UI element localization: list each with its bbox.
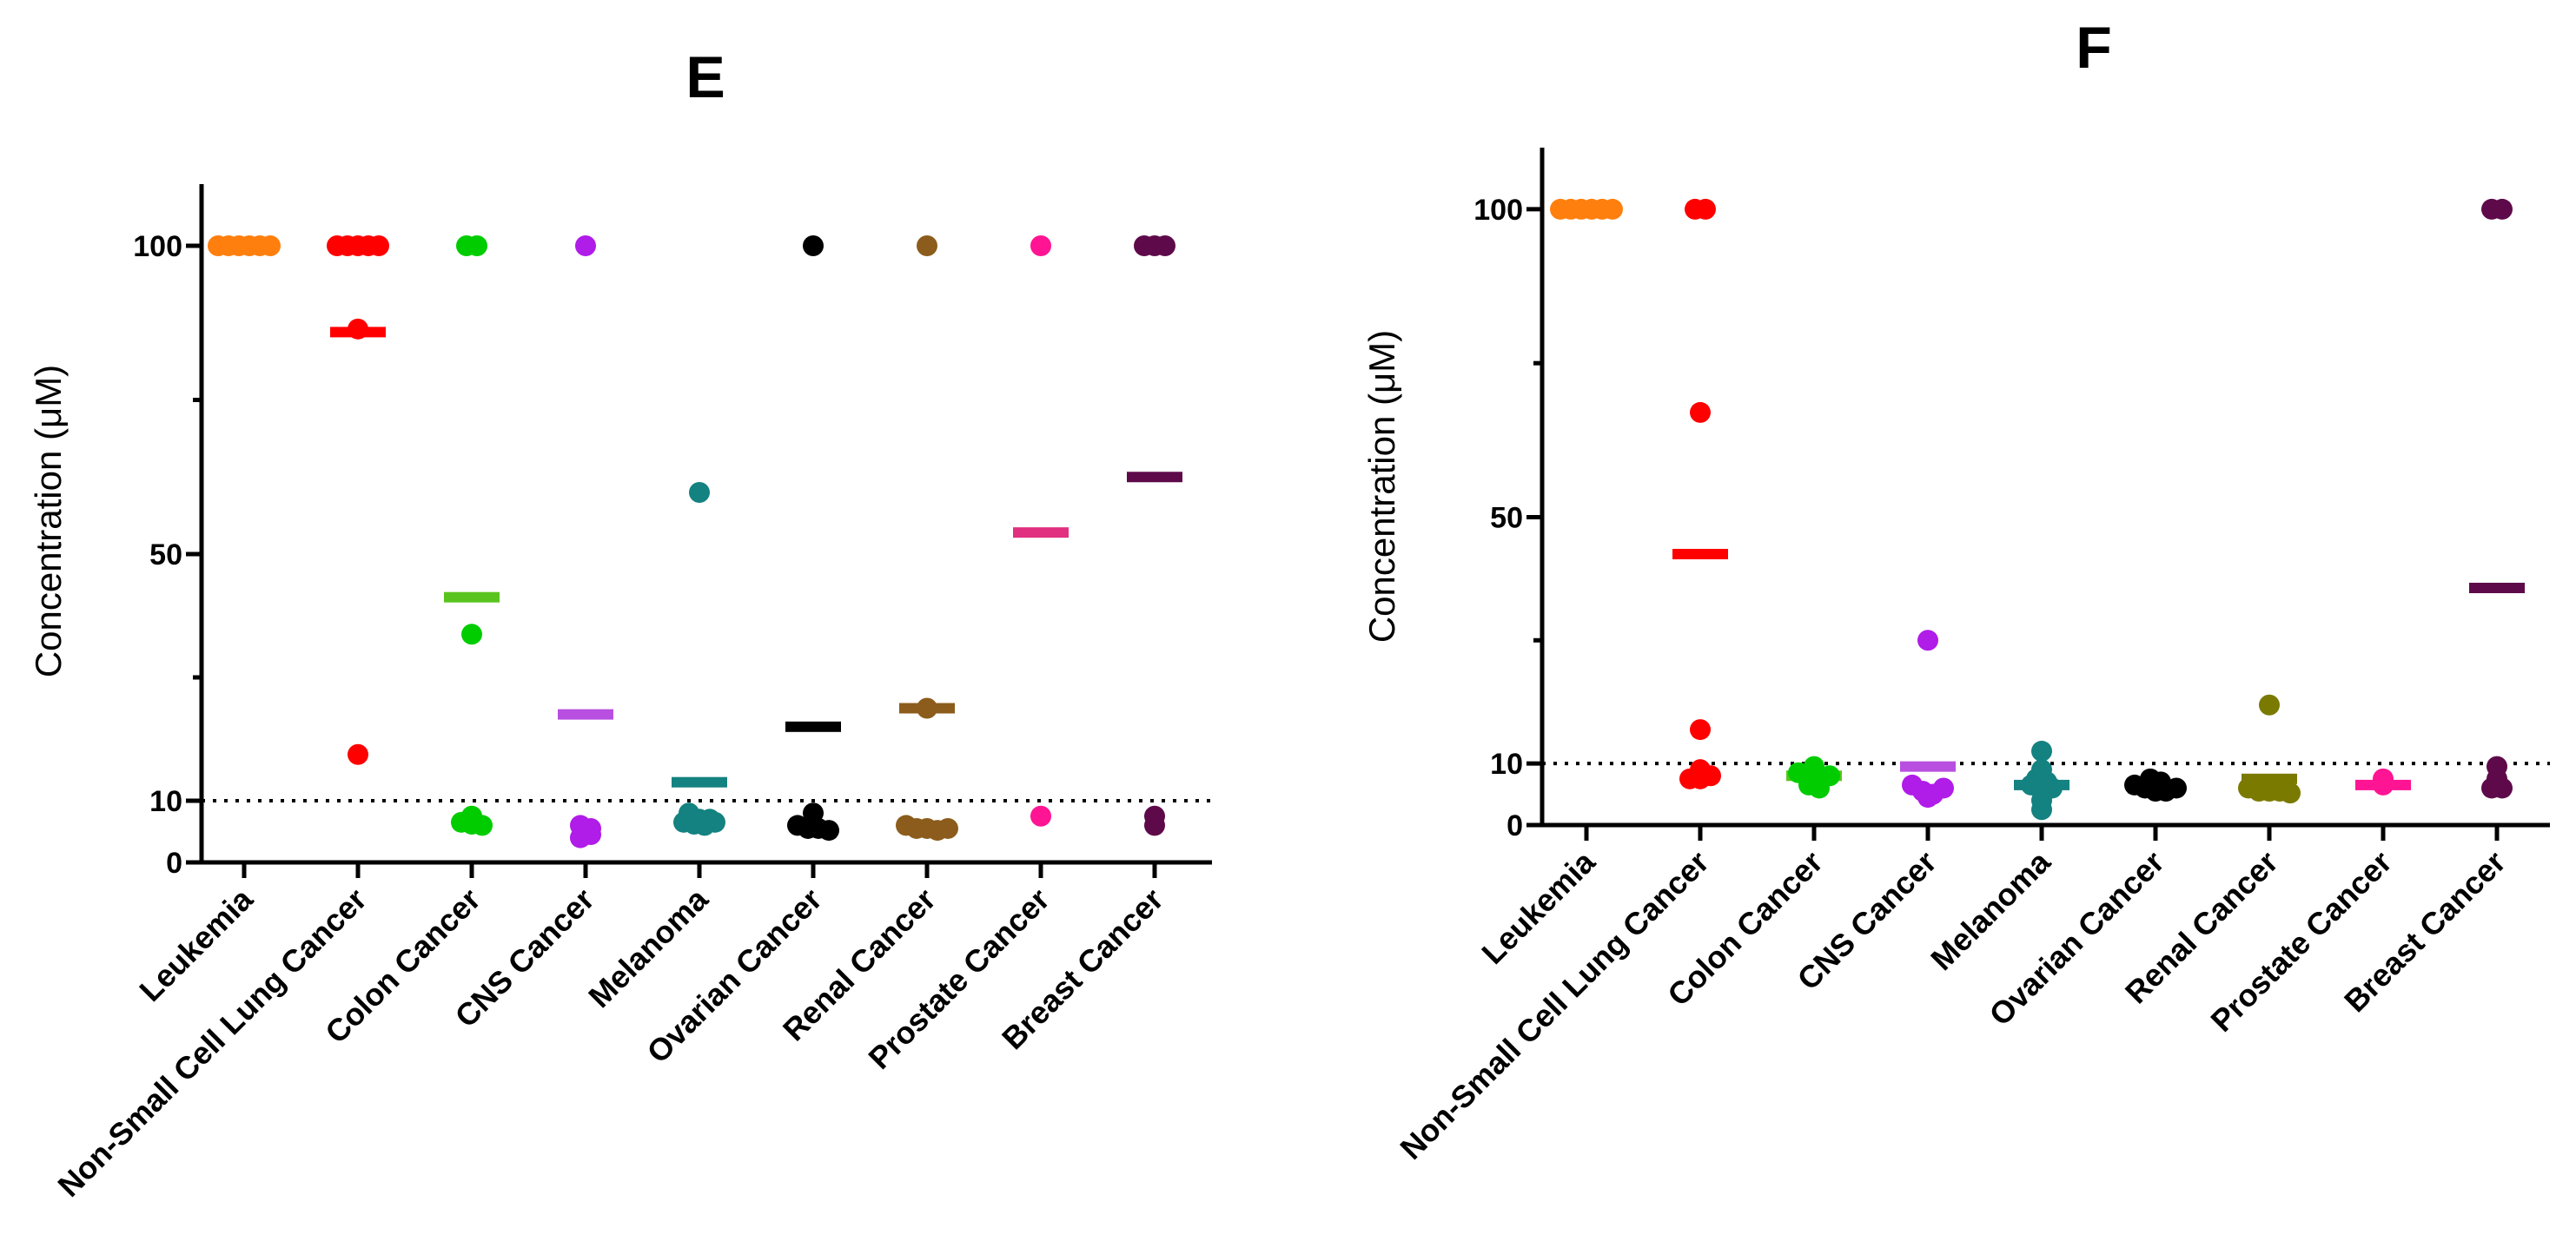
- y-tick-label: 50: [149, 538, 182, 571]
- data-point: [2280, 782, 2301, 804]
- data-point: [937, 817, 958, 839]
- y-tick-label: 50: [1490, 501, 1523, 534]
- data-point: [803, 235, 824, 256]
- data-point: [1700, 765, 1721, 787]
- panel-title: F: [2076, 15, 2112, 81]
- mean-bar: [2469, 583, 2525, 593]
- y-tick-label: 100: [1473, 194, 1523, 227]
- y-tick-label: 0: [166, 847, 182, 880]
- data-point: [1030, 235, 1051, 256]
- mean-bar: [1672, 549, 1728, 559]
- mean-bar: [672, 776, 727, 788]
- mean-bar: [1013, 527, 1069, 538]
- data-point: [917, 235, 937, 256]
- mean-bar: [785, 721, 841, 732]
- data-point: [2492, 777, 2513, 799]
- data-point: [2373, 768, 2394, 789]
- data-point: [1690, 719, 1711, 741]
- data-point: [461, 624, 482, 645]
- mean-bar: [558, 709, 613, 720]
- data-point: [348, 318, 368, 340]
- data-point: [1809, 777, 1830, 799]
- data-point: [2031, 740, 2052, 762]
- data-point: [580, 824, 601, 846]
- data-point: [1690, 401, 1711, 423]
- data-point: [917, 697, 937, 719]
- data-point: [348, 743, 368, 765]
- data-point: [260, 235, 281, 256]
- data-point: [467, 235, 487, 256]
- data-point: [1155, 235, 1175, 256]
- data-point: [2031, 799, 2052, 821]
- y-axis-label: Concentration (μM): [28, 365, 69, 677]
- y-tick-label: 10: [1490, 748, 1523, 781]
- data-point: [2259, 694, 2280, 716]
- y-axis-label: Concentration (μM): [1361, 330, 1402, 643]
- mean-bar: [1127, 472, 1182, 483]
- data-point: [1144, 805, 1165, 827]
- data-point: [1917, 630, 1938, 651]
- data-point: [461, 805, 482, 827]
- data-point: [1933, 777, 1954, 799]
- mean-bar: [1900, 761, 1956, 772]
- data-point: [818, 820, 839, 842]
- data-point: [2036, 771, 2057, 793]
- data-point: [1917, 787, 1938, 809]
- y-tick-label: 100: [133, 230, 182, 263]
- panel-title: E: [685, 44, 725, 110]
- y-tick-label: 0: [1507, 809, 1523, 842]
- data-point: [1030, 805, 1051, 827]
- data-point: [2492, 198, 2513, 220]
- data-point: [575, 235, 596, 256]
- data-point: [368, 235, 389, 256]
- data-point: [2166, 777, 2187, 799]
- mean-bar: [444, 591, 500, 603]
- data-point: [1695, 198, 1716, 220]
- y-tick-label: 10: [149, 785, 182, 818]
- data-point: [1602, 198, 1623, 220]
- data-point: [699, 809, 720, 830]
- data-point: [689, 482, 710, 503]
